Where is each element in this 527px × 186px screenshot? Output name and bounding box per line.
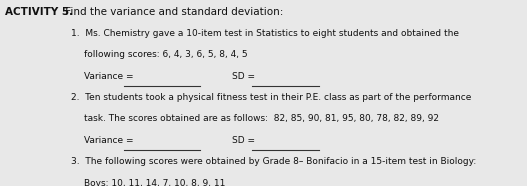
Text: task. The scores obtained are as follows:  82, 85, 90, 81, 95, 80, 78, 82, 89, 9: task. The scores obtained are as follows… (84, 114, 440, 123)
Text: ACTIVITY 5.: ACTIVITY 5. (5, 7, 73, 17)
Text: Boys: 10, 11, 14, 7, 10, 8, 9, 11: Boys: 10, 11, 14, 7, 10, 8, 9, 11 (84, 179, 226, 186)
Text: 3.  The following scores were obtained by Grade 8– Bonifacio in a 15-item test i: 3. The following scores were obtained by… (71, 157, 476, 166)
Text: Variance =: Variance = (84, 136, 136, 145)
Text: Find the variance and standard deviation:: Find the variance and standard deviation… (62, 7, 284, 17)
Text: following scores: 6, 4, 3, 6, 5, 8, 4, 5: following scores: 6, 4, 3, 6, 5, 8, 4, 5 (84, 50, 248, 59)
Text: 1.  Ms. Chemistry gave a 10-item test in Statistics to eight students and obtain: 1. Ms. Chemistry gave a 10-item test in … (71, 29, 459, 38)
Text: 2.  Ten students took a physical fitness test in their P.E. class as part of the: 2. Ten students took a physical fitness … (71, 93, 472, 102)
Text: SD =: SD = (232, 136, 258, 145)
Text: SD =: SD = (232, 72, 258, 81)
Text: Variance =: Variance = (84, 72, 136, 81)
